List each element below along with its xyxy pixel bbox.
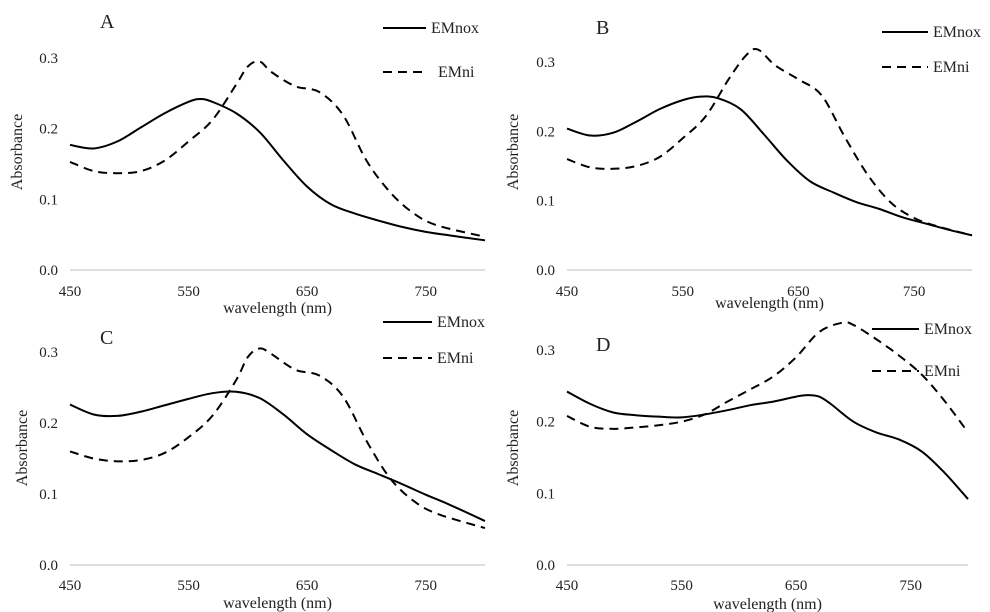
x-tick-label: 750 — [414, 284, 437, 300]
panel-a: 0.0 0.1 0.2 0.3 450 550 650 750 wavelength (nm) A… — [9, 11, 486, 317]
series-line-emnox — [566, 95, 973, 237]
y-tick-label: 0.2 — [39, 416, 58, 432]
y-tick-label: 0.1 — [536, 194, 555, 210]
y-tick-label: 0.2 — [536, 124, 555, 140]
y-tick-label: 0.1 — [39, 192, 58, 208]
y-tick-label: 0.0 — [39, 558, 58, 574]
y-tick-label: 0.3 — [39, 345, 58, 361]
x-tick-label: 750 — [903, 284, 926, 300]
legend-label-emni: EMni — [933, 59, 970, 76]
x-tick-label: 650 — [296, 578, 319, 594]
panel-b: 0.0 0.1 0.2 0.3 450 550 650 750 wavelength (nm) A… — [505, 17, 981, 312]
legend-label-emnox: EMnox — [437, 314, 485, 331]
legend-label-emnox: EMnox — [933, 24, 981, 41]
x-axis-label: wavelength (nm) — [715, 295, 824, 312]
legend-label-emni: EMni — [437, 350, 474, 367]
y-tick-label: 0.0 — [39, 263, 58, 279]
y-axis-label: Absorbance — [14, 410, 31, 486]
y-tick-label: 0.1 — [536, 486, 555, 502]
y-tick-label: 0.2 — [536, 415, 555, 431]
legend-label-emnox: EMnox — [431, 20, 479, 37]
x-tick-label: 650 — [787, 284, 810, 300]
x-tick-label: 650 — [785, 578, 808, 594]
x-tick-label: 550 — [671, 284, 694, 300]
y-axis-label: Absorbance — [9, 114, 26, 190]
series-line-emni — [69, 347, 486, 530]
x-tick-label: 750 — [899, 578, 922, 594]
y-tick-label: 0.2 — [39, 122, 58, 138]
x-axis-label: wavelength (nm) — [713, 596, 822, 612]
y-tick-label: 0.0 — [536, 558, 555, 574]
y-tick-label: 0.3 — [536, 55, 555, 71]
legend-label-emni: EMni — [924, 363, 961, 380]
x-tick-label: 550 — [177, 284, 200, 300]
legend-label-emnox: EMnox — [924, 321, 972, 338]
panel-letter: B — [596, 17, 609, 39]
x-tick-label: 750 — [414, 578, 437, 594]
x-tick-label: 450 — [556, 284, 579, 300]
x-tick-label: 450 — [59, 578, 82, 594]
x-axis-label: wavelength (nm) — [223, 300, 332, 317]
y-tick-label: 0.0 — [536, 263, 555, 279]
series-line-emnox — [69, 97, 486, 242]
x-tick-label: 550 — [177, 578, 200, 594]
panel-letter: D — [596, 334, 610, 356]
y-axis-label: Absorbance — [505, 114, 522, 190]
x-tick-label: 450 — [556, 578, 579, 594]
series-line-emni — [69, 60, 486, 238]
series-line-emni — [566, 47, 973, 237]
legend-label-emni: EMni — [438, 64, 475, 81]
y-tick-label: 0.3 — [39, 51, 58, 67]
x-tick-label: 650 — [296, 284, 319, 300]
y-axis-label: Absorbance — [505, 410, 522, 486]
panel-c: 0.0 0.1 0.2 0.3 450 550 650 750 wavelength (nm) A… — [14, 314, 486, 612]
y-tick-label: 0.3 — [536, 343, 555, 359]
x-tick-label: 550 — [670, 578, 693, 594]
x-axis-label: wavelength (nm) — [223, 595, 332, 612]
panel-letter: C — [100, 327, 113, 349]
series-line-emnox — [566, 390, 969, 500]
panel-letter: A — [100, 11, 115, 33]
y-tick-label: 0.1 — [39, 487, 58, 503]
series-line-emnox — [69, 390, 486, 522]
panel-d: 0.0 0.1 0.2 0.3 450 550 650 750 wavelength (nm) A… — [505, 321, 972, 612]
series-line-emni — [566, 321, 969, 434]
x-tick-label: 450 — [59, 284, 82, 300]
